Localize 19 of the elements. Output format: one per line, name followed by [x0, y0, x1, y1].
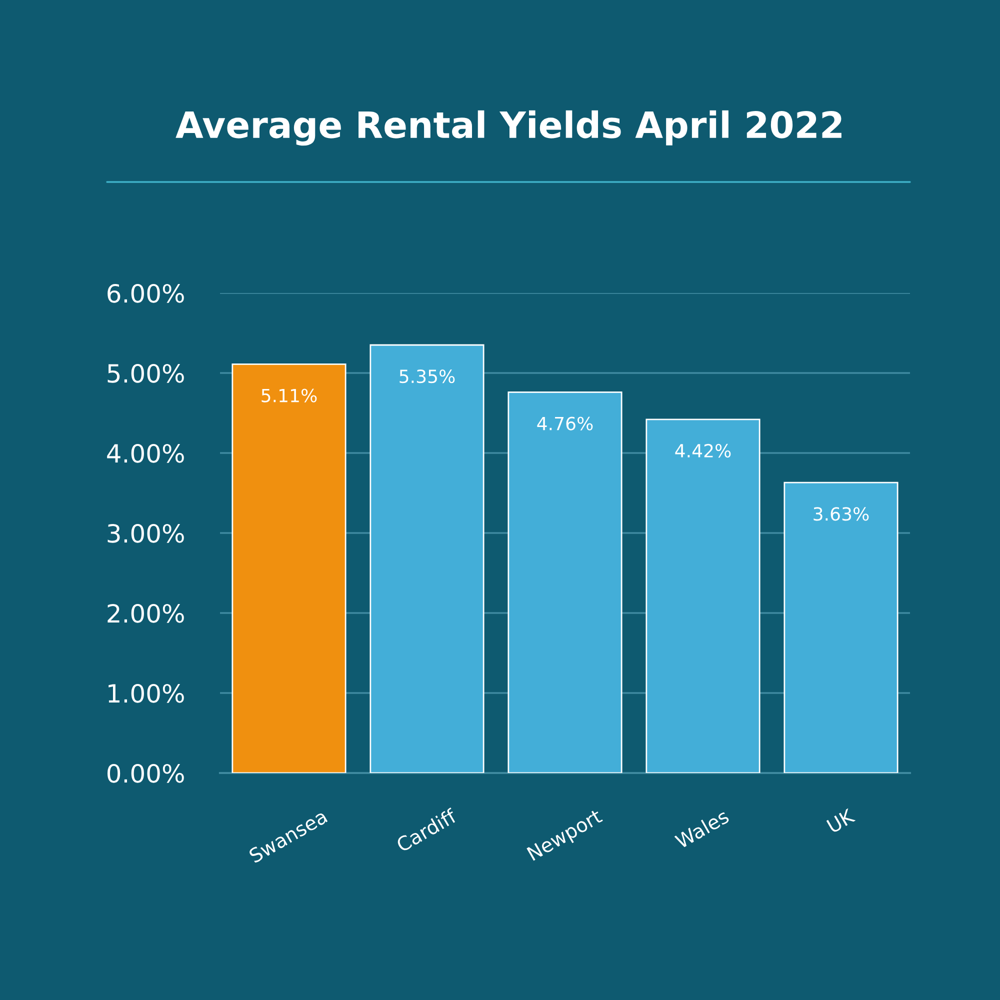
y-tick-label: 3.00%: [108, 524, 184, 543]
data-label: 3.63%: [814, 507, 869, 521]
data-label: 4.76%: [537, 416, 593, 430]
y-tick-label: 0.00%: [108, 764, 184, 783]
chart-title: Average Rental Yields April 2022: [176, 110, 842, 146]
bar: [784, 482, 898, 773]
y-tick-label: 2.00%: [108, 604, 184, 623]
y-tick-label: 5.00%: [108, 364, 184, 383]
y-tick-label: 4.00%: [107, 444, 184, 463]
data-label: 4.42%: [675, 444, 731, 458]
bar: [508, 392, 622, 773]
bar: [646, 418, 760, 773]
bar: [232, 364, 346, 773]
bar: [370, 344, 484, 773]
data-label: 5.35%: [400, 370, 455, 384]
y-tick-label: 1.00%: [108, 684, 184, 703]
data-label: 5.11%: [262, 388, 317, 402]
y-tick-label: 6.00%: [108, 284, 184, 303]
x-tick-label: UK: [826, 808, 856, 834]
